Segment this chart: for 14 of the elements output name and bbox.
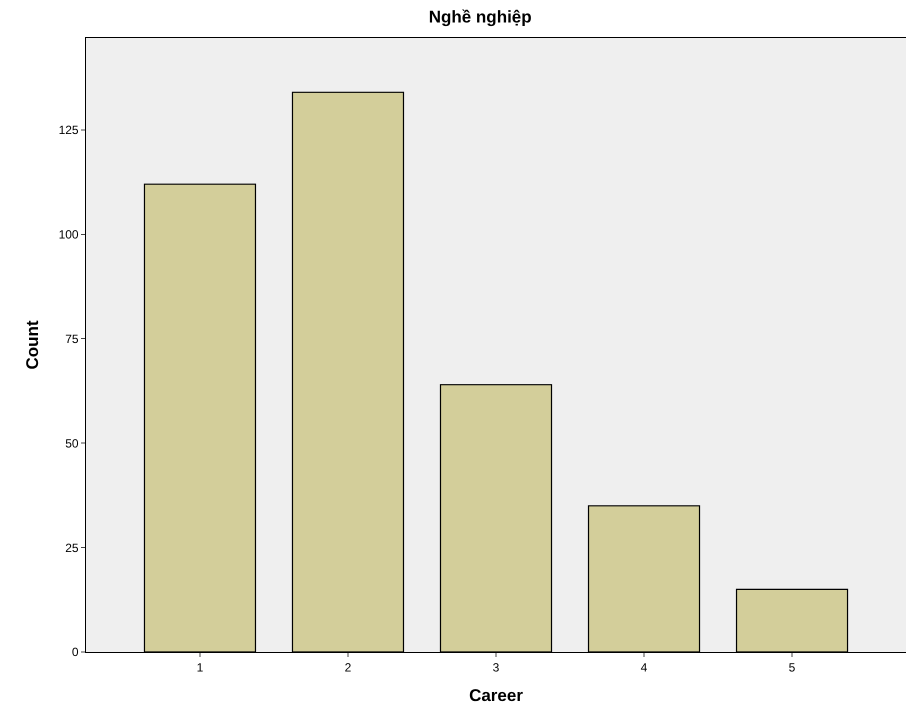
x-tick-label: 3 — [492, 660, 500, 674]
x-tick-label: 2 — [344, 660, 352, 674]
y-tick-label: 75 — [65, 332, 79, 346]
y-tick-label: 125 — [58, 123, 79, 138]
x-tick-label: 5 — [788, 660, 796, 674]
x-axis-title: Career — [469, 686, 524, 705]
y-tick-label: 25 — [65, 540, 79, 555]
y-tick-label: 50 — [65, 436, 79, 450]
x-tick-label: 1 — [196, 660, 204, 674]
x-tick-label: 4 — [640, 660, 648, 674]
y-tick-label: 0 — [72, 645, 79, 660]
y-tick-label: 100 — [58, 228, 79, 242]
chart-title: Nghề nghiệp — [428, 8, 532, 27]
y-axis-title: Count — [23, 320, 42, 370]
